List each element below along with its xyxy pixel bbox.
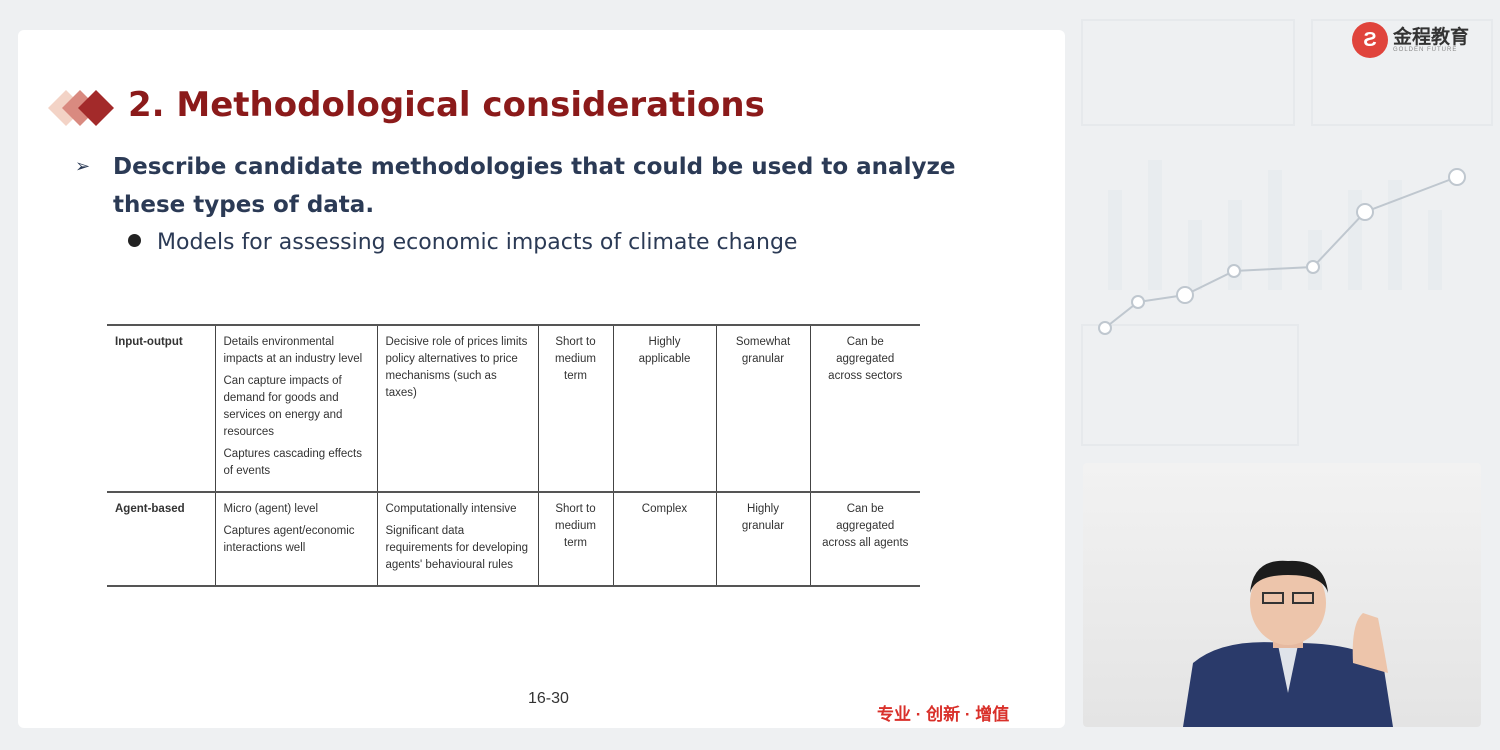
- arrow-right-icon: ➢: [75, 156, 91, 177]
- background-decoration: [1081, 19, 1493, 446]
- logo-icon: Ƨ: [1352, 22, 1388, 58]
- cell-line: Significant data requirements for develo…: [385, 525, 529, 571]
- table-cell: Short to medium term: [537, 492, 613, 586]
- table-cell: Highly applicable: [612, 325, 716, 492]
- table-cell: Short to medium term: [537, 325, 613, 492]
- table-cell: Complex: [612, 492, 716, 586]
- bullet-main: ➢ Describe candidate methodologies that …: [75, 148, 1025, 224]
- table-row: Agent-based Micro (agent) level Captures a…: [107, 492, 920, 586]
- table-row: Input-output Details environmental impact…: [107, 325, 920, 492]
- bullet-dot-icon: [128, 234, 141, 247]
- table-cell: Computationally intensive Significant dat…: [376, 492, 538, 586]
- title-diamonds-icon: [48, 90, 114, 126]
- table-cell: Input-output: [115, 336, 183, 348]
- table-cell: Somewhat granular: [715, 325, 810, 492]
- brand-logo: Ƨ 金程教育 GOLDEN FUTURE: [1352, 22, 1469, 58]
- cell-line: Details environmental impacts at an indu…: [223, 336, 363, 365]
- cell-line: Computationally intensive: [385, 503, 517, 515]
- table-cell: Decisive role of prices limits policy al…: [376, 325, 538, 492]
- cell-line: Captures cascading effects of events: [223, 448, 363, 477]
- bullet-sub: Models for assessing economic impacts of…: [128, 230, 797, 255]
- cell-line: Decisive role of prices limits policy al…: [385, 336, 528, 399]
- table-cell: Micro (agent) level Captures agent/econom…: [214, 492, 377, 586]
- methods-table: Input-output Details environmental impact…: [107, 324, 920, 587]
- table-cell: Details environmental impacts at an indu…: [214, 325, 377, 492]
- cell-line: Captures agent/economic interactions wel…: [223, 525, 355, 554]
- presenter-video: [1083, 463, 1481, 727]
- table-cell: Agent-based: [115, 503, 185, 515]
- slogan: 专业 · 创新 · 增值: [877, 705, 1010, 724]
- table-cell: Can be aggregated across sectors: [809, 325, 920, 492]
- page-number: 16-30: [528, 690, 569, 707]
- slide-title: 2. Methodological considerations: [128, 85, 765, 125]
- table-cell: Highly granular: [715, 492, 810, 586]
- cell-line: Micro (agent) level: [223, 503, 319, 515]
- table-cell: Can be aggregated across all agents: [809, 492, 920, 586]
- cell-line: Can capture impacts of demand for goods …: [223, 375, 343, 438]
